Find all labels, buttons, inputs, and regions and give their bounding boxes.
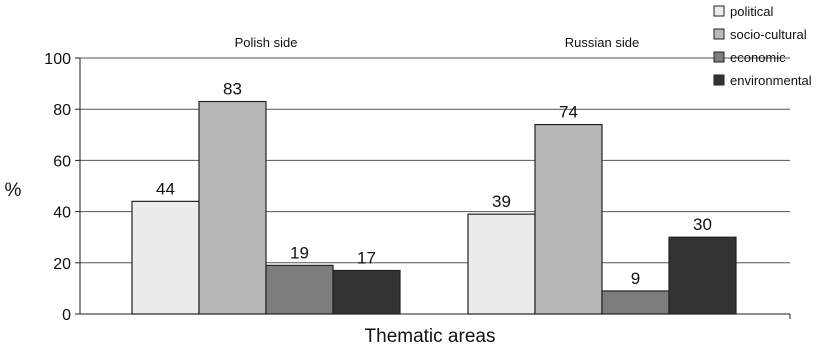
data-label: 44 xyxy=(156,179,175,198)
data-labels: 44 83 19 17 39 74 9 30 xyxy=(156,80,712,288)
legend-swatch-socio-cultural xyxy=(713,28,725,40)
y-tick-label: 20 xyxy=(53,256,71,273)
data-label: 9 xyxy=(631,269,640,288)
legend: political socio-cultural economic environme… xyxy=(713,4,812,88)
bar-political-1 xyxy=(467,213,536,315)
data-label: 74 xyxy=(559,103,578,122)
bar-socio-cultural-0 xyxy=(198,100,267,315)
x-axis-title: Thematic areas xyxy=(365,326,496,347)
bar-political-0 xyxy=(131,200,200,315)
data-label: 19 xyxy=(290,243,309,262)
data-label: 17 xyxy=(357,248,376,267)
category-label: Polish side xyxy=(235,35,298,50)
legend-swatch-political xyxy=(713,5,725,17)
y-tick-label: 0 xyxy=(62,307,71,324)
y-tick-label: 60 xyxy=(53,153,71,170)
legend-swatch-economic xyxy=(713,51,725,63)
legend-label: economic xyxy=(730,50,786,65)
legend-label: environmental xyxy=(730,73,812,88)
category-labels: Polish side Russian side xyxy=(235,35,791,319)
bars xyxy=(131,100,737,315)
bar-socio-cultural-1 xyxy=(534,123,603,315)
data-label: 39 xyxy=(492,192,511,211)
y-tick-label: 80 xyxy=(53,102,71,119)
y-axis-title: % xyxy=(5,180,22,201)
bar-environmental-1 xyxy=(668,236,737,315)
legend-swatch-environmental xyxy=(713,74,725,86)
bar-environmental-0 xyxy=(332,269,401,315)
legend-label: political xyxy=(730,4,773,19)
data-label: 30 xyxy=(693,215,712,234)
bar-economic-0 xyxy=(265,264,334,315)
legend-label: socio-cultural xyxy=(730,27,807,42)
data-label: 83 xyxy=(223,80,242,99)
category-label: Russian side xyxy=(565,35,639,50)
y-tick-label: 40 xyxy=(53,205,71,222)
y-tick-label: 100 xyxy=(44,51,71,68)
y-axis-ticks: 0 20 40 60 80 100 xyxy=(44,51,80,324)
bar-economic-1 xyxy=(601,290,670,315)
